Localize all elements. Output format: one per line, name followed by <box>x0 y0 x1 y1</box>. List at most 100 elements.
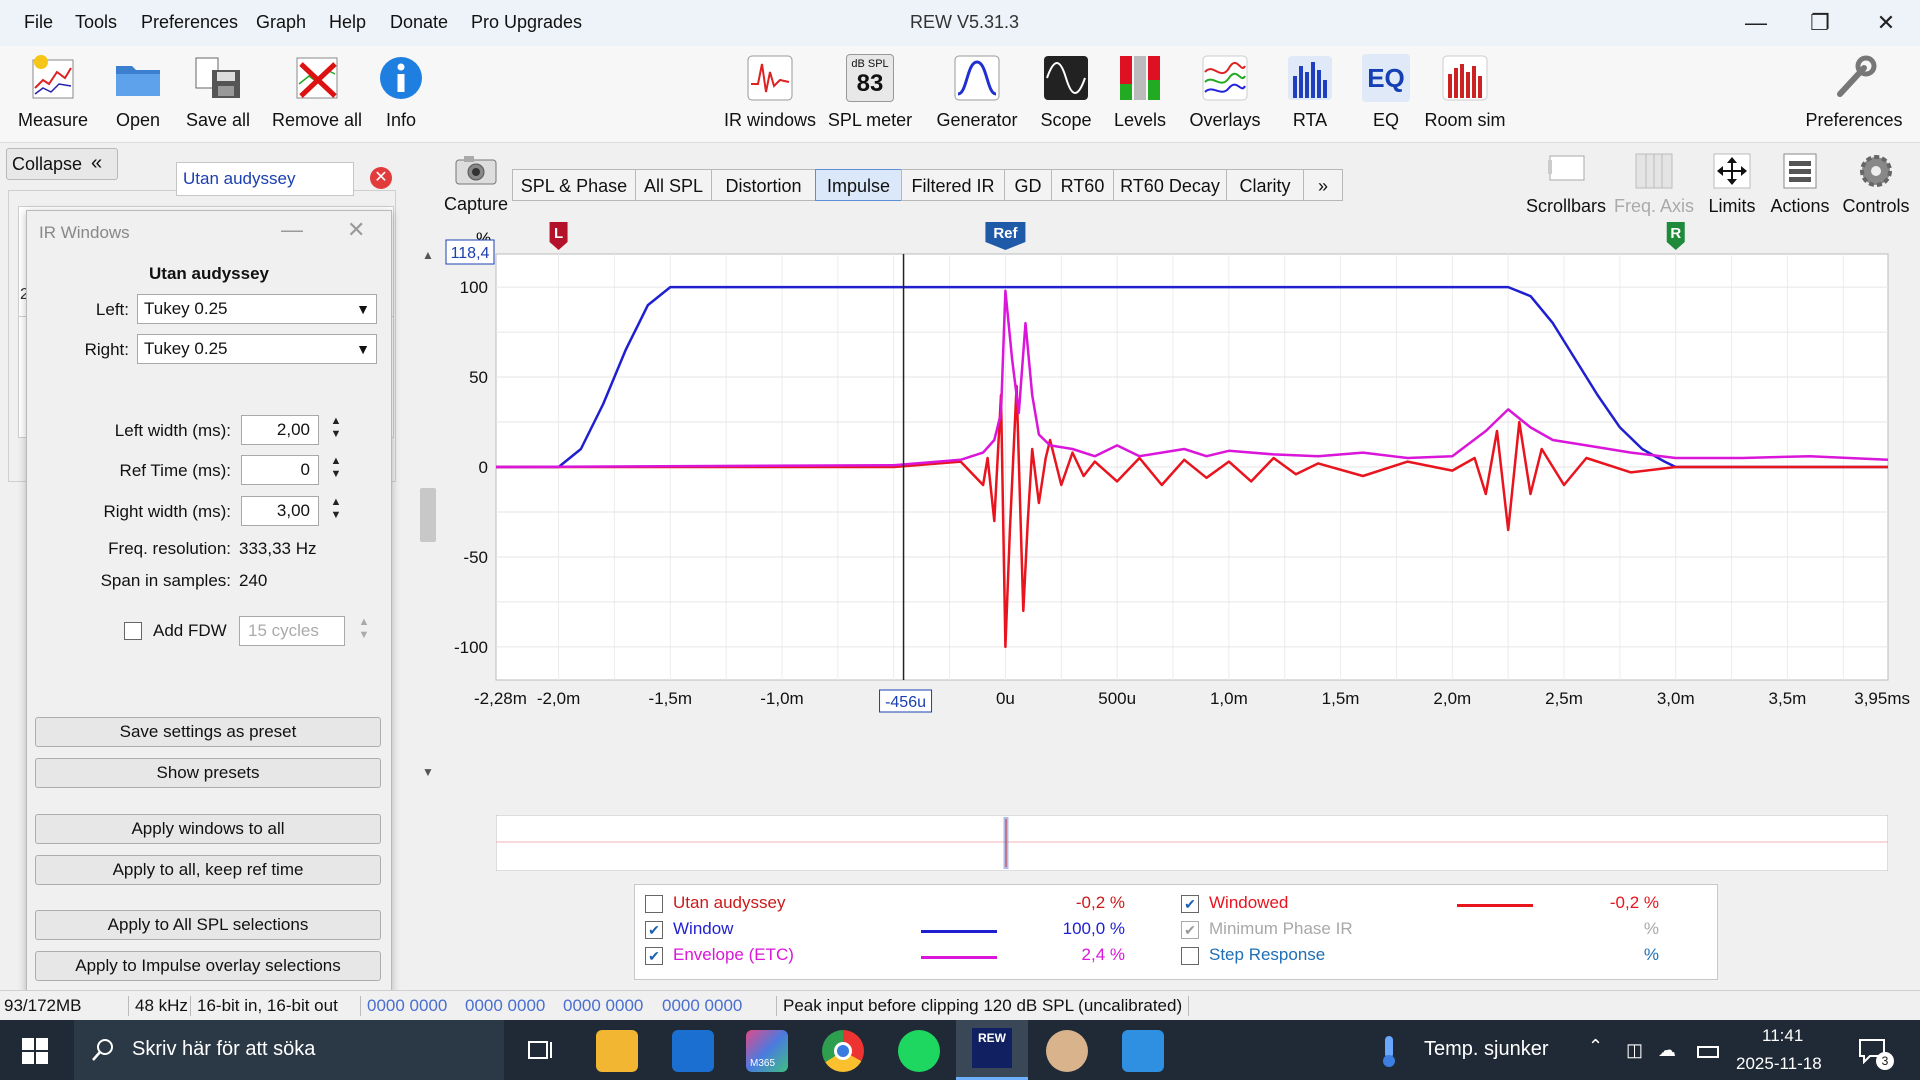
clock-date[interactable]: 2025-11-18 <box>1736 1054 1822 1073</box>
m365-icon[interactable]: M365 <box>746 1030 788 1072</box>
generator-button[interactable]: Generator <box>931 52 1023 136</box>
fdw-cycles-stepper[interactable]: ▲ ▼ <box>358 616 370 641</box>
save-all-button[interactable]: Save all <box>172 52 264 136</box>
windows-start-icon[interactable] <box>22 1038 48 1064</box>
freq-axis-button[interactable]: Freq. Axis <box>1614 150 1694 220</box>
right-width-input[interactable]: 3,00 <box>241 496 319 526</box>
apply-windows-all-button[interactable]: Apply windows to all <box>35 814 381 844</box>
y-top-readout[interactable]: 118,4 <box>451 245 490 262</box>
left-width-input[interactable]: 2,00 <box>241 415 319 445</box>
legend-checkbox[interactable]: ✔ <box>645 921 663 939</box>
window-markers[interactable]: L Ref R <box>549 222 1685 250</box>
tab-gd[interactable]: GD <box>1004 169 1052 201</box>
scroll-up-icon[interactable]: ▲ <box>422 248 434 262</box>
controls-button[interactable]: Controls <box>1836 150 1916 220</box>
file-explorer-icon[interactable] <box>596 1030 638 1072</box>
menu-preferences[interactable]: Preferences <box>141 12 239 32</box>
capture-button[interactable]: Capture <box>444 150 508 220</box>
menu-help[interactable]: Help <box>329 12 367 32</box>
left-window-select[interactable]: Tukey 0.25 ▼ <box>137 294 377 324</box>
apply-impulse-overlay-button[interactable]: Apply to Impulse overlay selections <box>35 951 381 981</box>
weather-text[interactable]: Temp. sjunker <box>1424 1038 1549 1060</box>
clock-time[interactable]: 11:41 <box>1762 1026 1804 1045</box>
ir-windows-button[interactable]: IR windows <box>724 52 816 136</box>
levels-button[interactable]: Levels <box>1094 52 1186 136</box>
dialog-minimize-button[interactable]: — <box>281 217 303 242</box>
menu-file[interactable]: File <box>24 12 54 32</box>
tab-more[interactable]: » <box>1303 169 1343 201</box>
battery-icon[interactable] <box>1697 1046 1719 1058</box>
collapse-button[interactable]: Collapse « <box>6 148 118 180</box>
ref-time-input[interactable]: 0 <box>241 455 319 485</box>
eq-button[interactable]: EQ EQ <box>1340 52 1432 136</box>
legend-checkbox[interactable] <box>645 895 663 913</box>
cloud-offline-icon[interactable]: ☁ <box>1658 1040 1676 1060</box>
legend-checkbox[interactable]: ✔ <box>1181 921 1199 939</box>
limits-button[interactable]: Limits <box>1692 150 1772 220</box>
remove-measurement-icon[interactable]: ✕ <box>370 167 392 189</box>
tab-distortion[interactable]: Distortion <box>711 169 816 201</box>
tab-rt60-decay[interactable]: RT60 Decay <box>1113 169 1227 201</box>
scrollbars-button[interactable]: Scrollbars <box>1526 150 1606 220</box>
y-top-readout-box[interactable] <box>445 239 495 265</box>
apply-all-spl-button[interactable]: Apply to All SPL selections <box>35 910 381 940</box>
save-preset-button[interactable]: Save settings as preset <box>35 717 381 747</box>
scroll-down-icon[interactable]: ▼ <box>422 765 434 779</box>
outlook-icon[interactable] <box>672 1030 714 1072</box>
photos-icon[interactable] <box>1122 1030 1164 1072</box>
legend-checkbox[interactable] <box>1181 947 1199 965</box>
right-window-marker[interactable]: R <box>1666 222 1685 250</box>
close-button[interactable]: ✕ <box>1876 10 1896 35</box>
chrome-icon[interactable] <box>822 1030 864 1072</box>
legend-checkbox[interactable]: ✔ <box>645 947 663 965</box>
tab-impulse[interactable]: Impulse <box>815 169 902 201</box>
left-scrollbar[interactable]: ▲ ▼ <box>418 248 438 780</box>
fdw-cycles-input[interactable]: 15 cycles <box>239 616 345 646</box>
right-width-stepper[interactable]: ▲ ▼ <box>330 496 342 521</box>
right-window-select[interactable]: Tukey 0.25 ▼ <box>137 334 377 364</box>
ref-marker[interactable]: Ref <box>985 222 1026 250</box>
room-sim-button[interactable]: Room sim <box>1419 52 1511 136</box>
open-button[interactable]: Open <box>92 52 184 136</box>
actions-button[interactable]: Actions <box>1760 150 1840 220</box>
menu-pro-upgrades[interactable]: Pro Upgrades <box>471 12 583 32</box>
left-scrollbar-thumb[interactable] <box>420 488 436 542</box>
rta-button[interactable]: RTA <box>1264 52 1356 136</box>
tab-rt60[interactable]: RT60 <box>1051 169 1114 201</box>
spl-meter-button[interactable]: dB SPL 83 SPL meter <box>824 52 916 136</box>
scope-button[interactable]: Scope <box>1020 52 1112 136</box>
measure-button[interactable]: Measure <box>7 52 99 136</box>
restore-button[interactable]: ❐ <box>1810 10 1830 35</box>
dialog-close-button[interactable]: ✕ <box>347 217 366 242</box>
tab-clarity[interactable]: Clarity <box>1226 169 1304 201</box>
tab-spl-phase[interactable]: SPL & Phase <box>512 169 636 201</box>
apply-all-keep-ref-button[interactable]: Apply to all, keep ref time <box>35 855 381 885</box>
paint-icon[interactable] <box>1046 1030 1088 1072</box>
menu-tools[interactable]: Tools <box>75 12 118 32</box>
legend-checkbox[interactable]: ✔ <box>1181 895 1199 913</box>
remove-all-button[interactable]: Remove all <box>271 52 363 136</box>
info-button[interactable]: Info <box>355 52 447 136</box>
ref-time-stepper[interactable]: ▲ ▼ <box>330 455 342 480</box>
rew-taskbar-button[interactable]: REW <box>956 1020 1028 1080</box>
add-fdw-checkbox[interactable] <box>124 622 142 640</box>
impulse-graph[interactable]: 100 50 0 -50 -100 -2,28m -2,0m -1,5m -1,0m 0u 500… <box>438 218 1920 878</box>
spotify-icon[interactable] <box>898 1030 940 1072</box>
menu-graph[interactable]: Graph <box>256 12 307 32</box>
show-presets-button[interactable]: Show presets <box>35 758 381 788</box>
meet-icon[interactable]: ◫ <box>1626 1040 1644 1060</box>
taskbar-search-box[interactable]: Skriv här för att söka <box>74 1020 504 1080</box>
tab-filtered-ir[interactable]: Filtered IR <box>901 169 1005 201</box>
minimize-button[interactable]: — <box>1745 10 1767 35</box>
tab-all-spl[interactable]: All SPL <box>635 169 712 201</box>
menu-donate[interactable]: Donate <box>390 12 449 32</box>
tray-chevron-up-icon[interactable]: ⌃ <box>1588 1036 1604 1056</box>
measurement-name-field[interactable]: Utan audyssey <box>176 162 354 196</box>
notification-icon[interactable] <box>1858 1038 1886 1064</box>
overview-strip[interactable] <box>496 815 1888 871</box>
left-width-stepper[interactable]: ▲ ▼ <box>330 415 342 440</box>
overlays-button[interactable]: Overlays <box>1179 52 1271 136</box>
task-view-icon[interactable] <box>526 1036 554 1064</box>
left-window-marker[interactable]: L <box>549 222 568 250</box>
preferences-button[interactable]: Preferences <box>1805 52 1903 136</box>
